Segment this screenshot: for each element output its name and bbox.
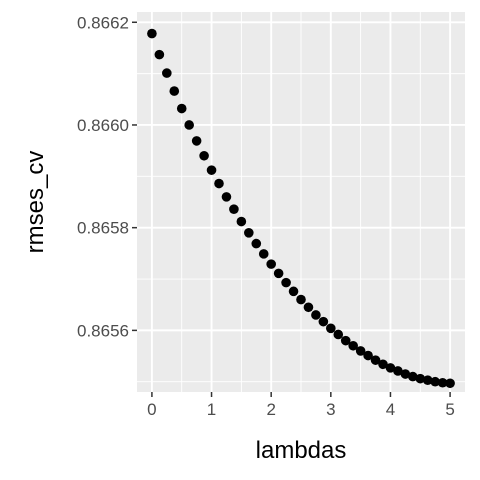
data-point xyxy=(251,238,262,249)
data-point xyxy=(370,355,381,365)
data-point xyxy=(445,378,455,389)
data-point xyxy=(199,150,209,161)
y-tick-label: 0.8660 xyxy=(77,116,129,135)
x-tick-label: 2 xyxy=(266,400,275,419)
data-point xyxy=(176,103,187,114)
x-tick-label: 0 xyxy=(147,400,156,419)
data-point xyxy=(191,136,202,146)
data-point xyxy=(162,68,172,78)
x-tick-label: 3 xyxy=(326,400,335,419)
minor-grid xyxy=(137,12,465,392)
data-point xyxy=(333,329,344,340)
x-tick-label: 5 xyxy=(445,400,454,419)
y-axis-title: rmses_cv xyxy=(22,151,49,254)
data-point xyxy=(221,192,232,202)
data-points xyxy=(147,28,455,389)
data-point xyxy=(400,369,411,379)
data-point xyxy=(288,286,299,297)
data-point xyxy=(430,376,440,387)
data-point xyxy=(169,86,180,96)
data-point xyxy=(385,363,396,373)
data-point xyxy=(408,371,418,382)
data-point xyxy=(154,49,165,60)
y-tick-label: 0.8658 xyxy=(77,219,129,238)
data-point xyxy=(355,346,366,356)
x-axis-ticks: 0 1 2 3 4 5 xyxy=(147,392,455,419)
x-tick-label: 1 xyxy=(207,400,216,419)
data-point xyxy=(378,359,388,370)
data-point xyxy=(340,335,351,346)
data-point xyxy=(184,120,194,130)
data-point xyxy=(273,268,284,279)
y-axis-ticks: 0.8656 0.8658 0.8660 0.8662 xyxy=(77,13,137,340)
data-point xyxy=(311,310,321,320)
data-point xyxy=(422,375,433,385)
y-tick-label: 0.8656 xyxy=(77,321,129,340)
x-tick-label: 4 xyxy=(386,400,395,419)
data-point xyxy=(266,259,276,269)
x-axis-title: lambdas xyxy=(256,437,347,464)
data-point xyxy=(229,204,239,214)
data-point xyxy=(206,165,217,175)
data-point xyxy=(363,350,373,361)
data-point xyxy=(437,377,448,388)
data-point xyxy=(296,294,306,305)
data-point xyxy=(244,228,254,238)
data-point xyxy=(303,302,314,313)
data-point xyxy=(236,216,247,227)
data-point xyxy=(214,178,224,189)
data-point xyxy=(415,373,426,384)
data-point xyxy=(147,28,157,39)
data-point xyxy=(393,366,403,376)
data-point xyxy=(326,323,336,334)
y-tick-label: 0.8662 xyxy=(77,13,129,32)
data-point xyxy=(318,316,329,327)
data-point xyxy=(258,249,269,259)
data-point xyxy=(348,340,358,351)
data-point xyxy=(281,277,291,288)
